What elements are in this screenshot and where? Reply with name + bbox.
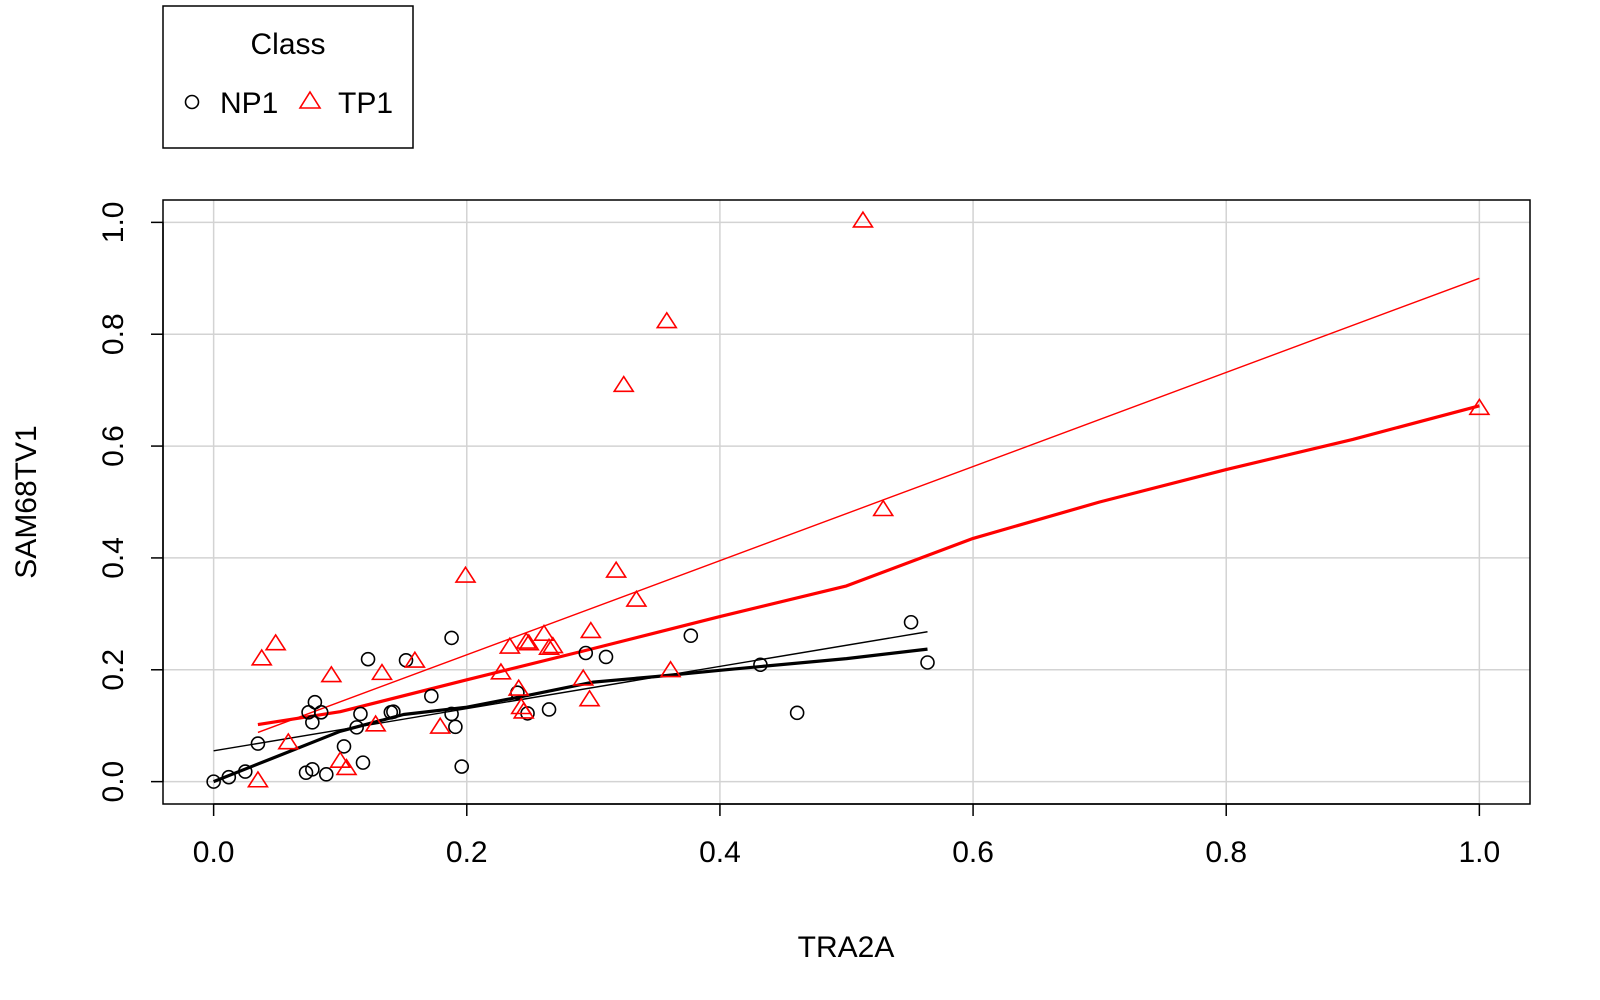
y-tick-label: 1.0 — [97, 202, 130, 244]
smooth-fit-np1 — [213, 647, 928, 784]
y-tick-label: 0.2 — [97, 649, 130, 691]
point-np1 — [237, 764, 253, 779]
point-tp1 — [454, 565, 477, 583]
linear-fit-tp1 — [257, 277, 1480, 734]
point-tp1 — [371, 663, 393, 681]
point-np1 — [305, 715, 320, 730]
point-tp1 — [872, 499, 895, 517]
point-np1 — [349, 720, 364, 735]
point-np1 — [444, 630, 459, 646]
point-tp1 — [489, 662, 512, 680]
legend-label-tp1: TP1 — [338, 87, 393, 120]
point-tp1 — [246, 770, 269, 788]
point-tp1 — [515, 631, 538, 649]
point-np1 — [920, 655, 935, 670]
x-axis: 0.0 0.2 0.4 0.6 0.8 1.0 — [193, 803, 1501, 869]
point-np1 — [355, 755, 371, 770]
x-tick-label: 1.0 — [1459, 836, 1501, 869]
point-tp1 — [541, 636, 564, 654]
point-tp1 — [579, 621, 602, 639]
point-np1 — [903, 614, 919, 630]
point-tp1 — [498, 636, 521, 654]
fit-lines — [213, 277, 1480, 784]
plot-frame — [162, 199, 1531, 805]
y-tick-label: 0.0 — [97, 761, 130, 803]
point-tp1 — [277, 732, 300, 750]
legend-marker-tp1 — [298, 90, 322, 109]
legend-label-np1: NP1 — [220, 87, 278, 120]
point-tp1 — [517, 633, 540, 651]
point-tp1 — [329, 750, 352, 768]
legend-title: Class — [250, 28, 325, 61]
point-np1 — [313, 704, 329, 720]
point-tp1 — [264, 633, 287, 651]
point-np1 — [424, 688, 439, 704]
point-np1 — [221, 769, 237, 785]
grid-lines — [163, 200, 1530, 804]
point-tp1 — [572, 668, 595, 686]
point-tp1 — [335, 758, 358, 776]
point-tp1 — [533, 623, 555, 642]
point-np1 — [598, 649, 614, 665]
point-tp1 — [538, 637, 561, 656]
point-np1 — [318, 767, 334, 782]
point-tp1 — [625, 589, 648, 607]
point-np1 — [386, 704, 401, 720]
x-tick-label: 0.6 — [952, 836, 994, 869]
point-tp1 — [320, 665, 343, 683]
point-tp1 — [1468, 398, 1491, 416]
point-np1 — [360, 651, 376, 667]
x-tick-label: 0.4 — [699, 836, 741, 869]
y-axis-title: SAM68TV1 — [10, 425, 43, 578]
legend: Class NP1 TP1 — [162, 5, 414, 149]
point-tp1 — [659, 660, 682, 678]
point-tp1 — [612, 375, 635, 393]
point-np1 — [541, 702, 557, 717]
y-tick-label: 0.4 — [97, 537, 130, 579]
point-np1 — [250, 736, 266, 751]
legend-marker-np1 — [184, 94, 200, 110]
point-tp1 — [851, 210, 874, 228]
point-np1 — [683, 628, 699, 643]
point-np1 — [454, 759, 470, 774]
point-tp1 — [403, 650, 426, 668]
point-tp1 — [250, 648, 273, 666]
x-tick-label: 0.2 — [446, 836, 488, 869]
plot-area — [162, 199, 1531, 805]
point-tp1 — [429, 716, 452, 734]
point-np1 — [353, 706, 368, 722]
point-np1 — [444, 706, 459, 722]
point-np1 — [578, 645, 594, 661]
y-tick-label: 0.8 — [97, 313, 130, 355]
legend-box — [162, 5, 414, 149]
point-np1 — [305, 762, 320, 777]
point-np1 — [789, 705, 805, 721]
point-np1 — [206, 774, 221, 789]
point-tp1 — [655, 311, 678, 329]
y-axis: 0.0 0.2 0.4 0.6 0.8 1.0 — [97, 202, 164, 803]
x-tick-label: 0.0 — [193, 836, 235, 869]
point-np1 — [336, 739, 352, 754]
point-tp1 — [605, 560, 628, 578]
y-tick-label: 0.6 — [97, 425, 130, 467]
x-tick-label: 0.8 — [1205, 836, 1247, 869]
x-axis-title: TRA2A — [798, 931, 895, 964]
point-tp1 — [512, 701, 535, 719]
point-tp1 — [507, 678, 530, 696]
point-tp1 — [364, 714, 387, 732]
smooth-fit-tp1 — [257, 404, 1480, 727]
linear-fit-np1 — [213, 631, 928, 752]
point-np1 — [753, 657, 768, 673]
data-points — [206, 210, 1491, 789]
point-tp1 — [578, 689, 601, 707]
point-np1 — [448, 719, 463, 735]
